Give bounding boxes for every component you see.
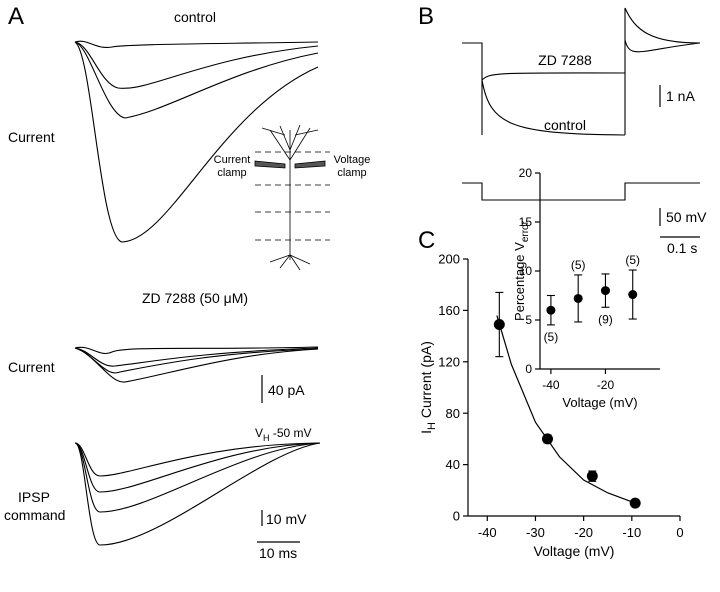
y-axis-label: Percentage V — [512, 242, 527, 321]
traces — [74, 346, 319, 383]
point — [586, 470, 598, 482]
y-tick-label: 0 — [525, 362, 532, 376]
y-tick-label: 160 — [438, 303, 460, 318]
point — [573, 293, 583, 303]
label: V — [255, 426, 263, 440]
point — [542, 433, 553, 445]
label: H — [263, 433, 270, 443]
label: ZD 7288 — [538, 52, 592, 68]
point — [600, 286, 610, 296]
panel-letter: A — [8, 3, 24, 30]
traces — [462, 7, 701, 201]
x-axis-label: Voltage (mV) — [562, 395, 637, 410]
x-tick-label: -20 — [597, 378, 615, 392]
y-tick-label: 5 — [525, 313, 532, 327]
y-axis-label: error — [520, 220, 531, 242]
y-tick-label: 200 — [438, 252, 460, 267]
y-tick-label: 0 — [453, 509, 460, 524]
y-tick-label: 120 — [438, 354, 460, 369]
label: clamp — [337, 167, 366, 179]
n-label: (5) — [625, 253, 640, 267]
x-tick-label: -40 — [478, 525, 497, 540]
label: 50 mV — [666, 209, 707, 225]
traces — [74, 40, 319, 243]
y-axis-label: H — [426, 422, 438, 430]
label: control — [544, 117, 586, 133]
x-tick-label: -20 — [574, 525, 593, 540]
n-label: (5) — [544, 330, 559, 344]
label: clamp — [217, 167, 246, 179]
n-label: (9) — [598, 312, 613, 326]
label: 1 nA — [666, 88, 695, 104]
label: 40 pA — [268, 382, 305, 398]
neuron — [254, 124, 330, 271]
label: 10 ms — [259, 545, 297, 561]
y-tick-label: 40 — [446, 457, 460, 472]
x-axis-label: Voltage (mV) — [534, 543, 615, 559]
point — [628, 290, 638, 300]
x-tick-label: -30 — [526, 525, 545, 540]
y-axis-label: I — [418, 430, 434, 434]
n-label: (5) — [571, 258, 586, 272]
label: Current — [8, 129, 55, 145]
label: control — [174, 9, 216, 25]
y-tick-label: 20 — [519, 166, 533, 180]
x-tick-label: 0 — [676, 525, 683, 540]
label: Voltage clamp — [334, 154, 371, 179]
x-tick-label: -10 — [622, 525, 641, 540]
label: 0.1 s — [667, 240, 697, 256]
label: IPSP — [18, 489, 50, 505]
label: 10 mV — [266, 511, 307, 527]
y-axis-label: Current (pA) — [418, 341, 434, 422]
y-axis-label: IH Current (pA) — [418, 341, 438, 434]
y-axis-label: Percentage Verror — [512, 220, 531, 321]
fit-line — [496, 315, 633, 503]
label: Current clamp — [214, 154, 251, 179]
y-tick-label: 10 — [519, 264, 533, 278]
panel-letter: B — [418, 3, 434, 30]
label: command — [4, 507, 65, 523]
y-tick-label: 80 — [446, 406, 460, 421]
point — [493, 319, 505, 331]
x-tick-label: -40 — [542, 378, 560, 392]
point — [546, 305, 556, 315]
point — [629, 497, 641, 509]
label: Current — [214, 154, 251, 166]
label: VH -50 mV — [255, 426, 312, 443]
label: IPSP command — [4, 489, 65, 523]
label: Current — [8, 359, 55, 375]
y-tick-label: 15 — [519, 215, 533, 229]
panel-letter: C — [418, 227, 435, 254]
label: -50 mV — [270, 426, 312, 440]
traces — [74, 442, 321, 546]
label: ZD 7288 (50 μM) — [142, 290, 248, 306]
label: Voltage — [334, 154, 371, 166]
